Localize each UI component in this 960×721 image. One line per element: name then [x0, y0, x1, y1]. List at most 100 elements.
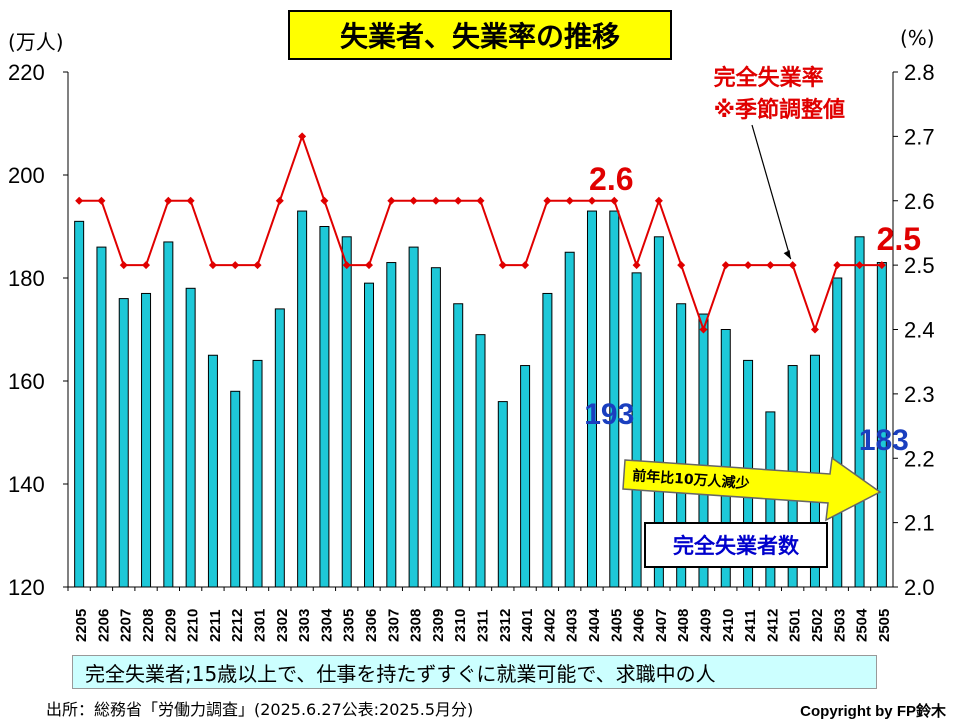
right-tick-label: 2.4 — [904, 318, 935, 343]
x-tick-label: 2305 — [341, 609, 358, 642]
copyright: Copyright by FP鈴木 — [800, 703, 946, 720]
bar-label-2405: 193 — [584, 398, 634, 431]
bar-2306 — [364, 282, 375, 588]
rate-point-2504 — [855, 261, 864, 270]
x-tick-label: 2307 — [385, 609, 402, 642]
rate-point-2409 — [699, 325, 708, 334]
rate-point-2407 — [654, 196, 663, 205]
left-axis-unit: (万人) — [8, 30, 64, 54]
rate-point-2308 — [409, 196, 418, 205]
callout-line — [751, 124, 792, 260]
rate-legend: 完全失業率 ※季節調整値 — [714, 63, 845, 127]
x-tick-label: 2502 — [809, 609, 826, 642]
rate-point-2503 — [833, 261, 842, 270]
x-tick-label: 2412 — [764, 609, 781, 642]
rate-point-2505 — [877, 261, 886, 270]
right-tick-label: 2.2 — [904, 446, 935, 471]
x-tick-label: 2406 — [631, 609, 648, 642]
rate-legend-note: ※季節調整値 — [713, 98, 845, 123]
x-tick-label: 2503 — [831, 609, 848, 642]
x-tick-label: 2309 — [430, 609, 447, 642]
x-tick-label: 2311 — [475, 609, 492, 642]
rate-point-2209 — [164, 196, 173, 205]
rate-point-2403 — [565, 196, 574, 205]
rate-point-2404 — [587, 196, 596, 205]
rate-point-2212 — [231, 261, 240, 270]
x-tick-label: 2407 — [653, 609, 670, 642]
bar-2209 — [163, 241, 174, 588]
x-tick-label: 2401 — [519, 609, 536, 642]
x-tick-label: 2211 — [207, 609, 224, 642]
bar-2210 — [185, 287, 196, 588]
bar-2212 — [230, 390, 241, 588]
rate-label-2505: 2.5 — [877, 221, 921, 257]
rate-point-2210 — [186, 196, 195, 205]
x-tick-label: 2504 — [854, 608, 871, 642]
bar-2403 — [564, 251, 575, 588]
bar-2208 — [141, 292, 152, 588]
x-tick-label: 2411 — [742, 609, 759, 642]
rate-point-2406 — [632, 261, 641, 270]
x-tick-label: 2404 — [586, 608, 603, 642]
x-tick-label: 2205 — [73, 609, 90, 642]
x-tick-label: 2301 — [252, 609, 269, 642]
rate-label-2405: 2.6 — [589, 161, 633, 197]
rate-point-2307 — [387, 196, 396, 205]
source-note: 出所：総務省「労働力調査」(2025.6.27公表:2025.5月分) — [46, 700, 474, 719]
left-tick-label: 140 — [8, 472, 45, 497]
rate-point-2310 — [454, 196, 463, 205]
x-tick-label: 2306 — [363, 609, 380, 642]
rate-point-2302 — [275, 196, 284, 205]
rate-point-2502 — [810, 325, 819, 334]
rate-point-2410 — [721, 261, 730, 270]
x-tick-label: 2210 — [185, 609, 202, 642]
bar-2307 — [386, 262, 397, 588]
chart-title: 失業者、失業率の推移 — [288, 10, 672, 60]
bar-2311 — [475, 334, 486, 588]
rate-point-2206 — [97, 196, 106, 205]
bar-label-2505: 183 — [859, 424, 909, 457]
bar-2504 — [854, 236, 865, 588]
left-tick-label: 120 — [8, 575, 45, 600]
x-tick-label: 2312 — [497, 609, 514, 642]
rate-point-2412 — [766, 261, 775, 270]
right-tick-label: 2.5 — [904, 253, 935, 278]
bar-2503 — [832, 277, 843, 588]
rate-point-2401 — [521, 261, 530, 270]
bar-2401 — [520, 365, 531, 588]
rate-point-2312 — [498, 261, 507, 270]
x-tick-label: 2302 — [274, 609, 291, 642]
bar-2207 — [118, 298, 129, 588]
x-tick-label: 2403 — [564, 609, 581, 642]
right-tick-label: 2.7 — [904, 124, 935, 149]
rate-point-2402 — [543, 196, 552, 205]
definition-box: 完全失業者;15歳以上で、仕事を持たずすぐに就業可能で、求職中の人 — [72, 655, 877, 689]
x-tick-label: 2207 — [118, 609, 135, 642]
rate-point-2408 — [677, 261, 686, 270]
bar-2308 — [408, 246, 419, 588]
count-legend: 完全失業者数 — [644, 522, 828, 568]
x-tick-label: 2308 — [408, 609, 425, 642]
rate-point-2207 — [119, 261, 128, 270]
rate-point-2311 — [476, 196, 485, 205]
x-tick-label: 2303 — [296, 609, 313, 642]
x-tick-label: 2409 — [697, 609, 714, 642]
x-tick-label: 2501 — [787, 609, 804, 642]
rate-point-2304 — [320, 196, 329, 205]
callout-arrowhead — [783, 250, 791, 260]
rate-point-2411 — [744, 261, 753, 270]
x-tick-label: 2402 — [541, 609, 558, 642]
bar-2302 — [274, 308, 285, 588]
x-tick-label: 2310 — [452, 609, 469, 642]
right-tick-label: 2.6 — [904, 189, 935, 214]
x-tick-label: 2304 — [318, 608, 335, 642]
bar-2205 — [74, 220, 85, 588]
x-tick-label: 2212 — [229, 609, 246, 642]
rate-point-2501 — [788, 261, 797, 270]
left-tick-label: 220 — [8, 60, 45, 85]
rate-point-2405 — [610, 196, 619, 205]
x-tick-label: 2408 — [675, 609, 692, 642]
x-tick-label: 2208 — [140, 609, 157, 642]
rate-point-2208 — [142, 261, 151, 270]
